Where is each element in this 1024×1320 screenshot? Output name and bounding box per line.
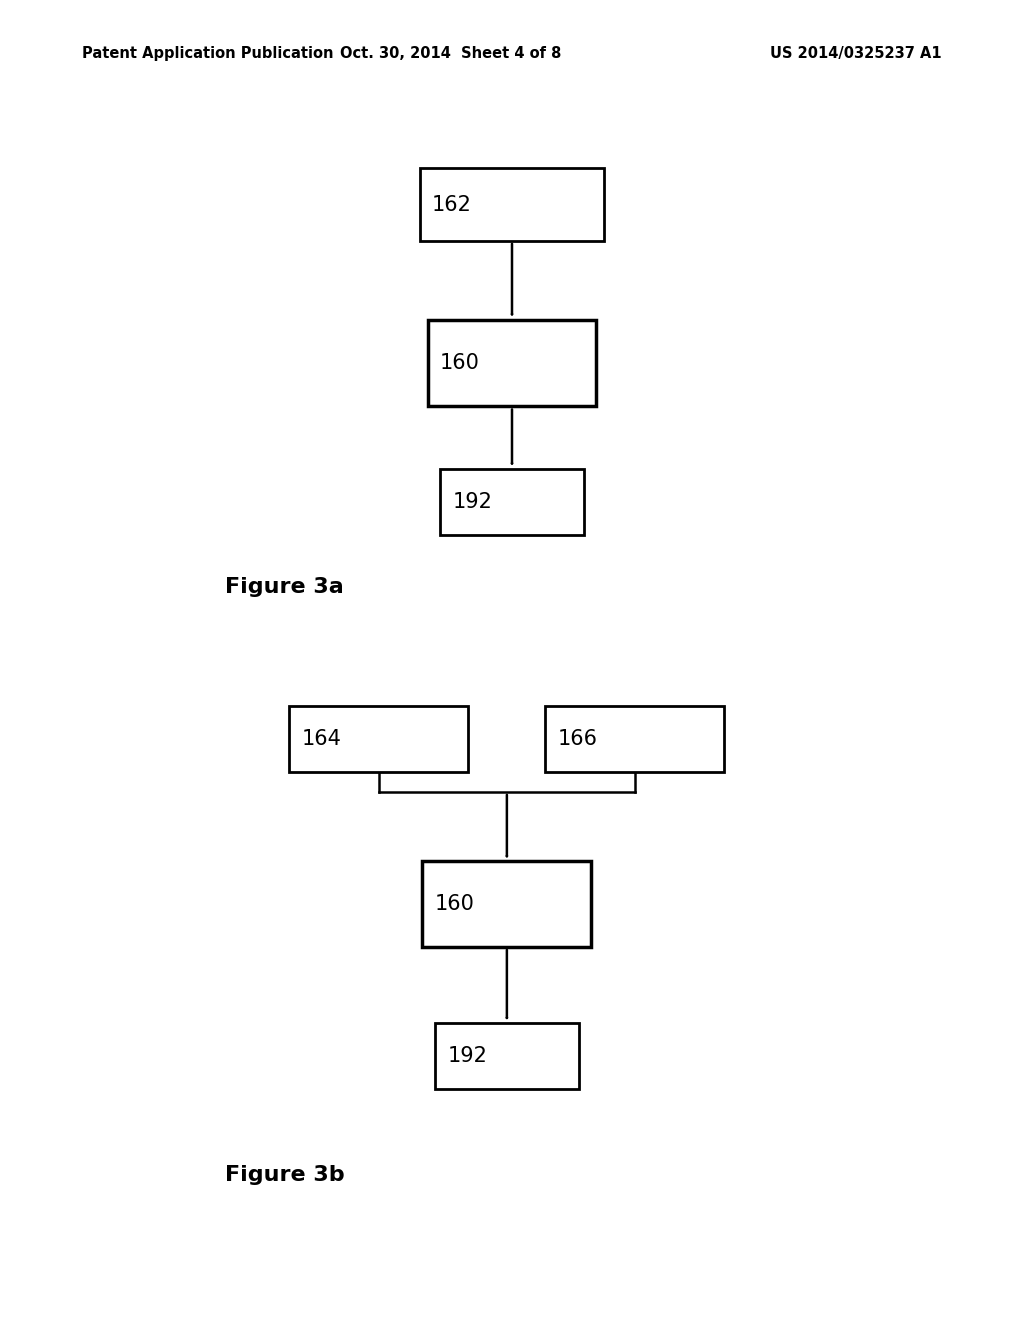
- Text: Oct. 30, 2014  Sheet 4 of 8: Oct. 30, 2014 Sheet 4 of 8: [340, 46, 561, 61]
- Text: 164: 164: [301, 729, 341, 750]
- FancyBboxPatch shape: [420, 168, 604, 242]
- FancyBboxPatch shape: [428, 319, 596, 407]
- Text: 166: 166: [557, 729, 598, 750]
- FancyBboxPatch shape: [422, 862, 592, 948]
- Text: US 2014/0325237 A1: US 2014/0325237 A1: [770, 46, 942, 61]
- FancyBboxPatch shape: [289, 706, 468, 772]
- Text: 192: 192: [453, 491, 493, 512]
- FancyBboxPatch shape: [545, 706, 725, 772]
- Text: 160: 160: [434, 894, 474, 915]
- Text: Figure 3b: Figure 3b: [225, 1164, 345, 1185]
- FancyBboxPatch shape: [435, 1023, 579, 1089]
- Text: Figure 3a: Figure 3a: [225, 577, 344, 598]
- Text: Patent Application Publication: Patent Application Publication: [82, 46, 334, 61]
- FancyBboxPatch shape: [440, 469, 584, 535]
- Text: 162: 162: [432, 194, 472, 215]
- Text: 160: 160: [440, 352, 479, 374]
- Text: 192: 192: [447, 1045, 487, 1067]
